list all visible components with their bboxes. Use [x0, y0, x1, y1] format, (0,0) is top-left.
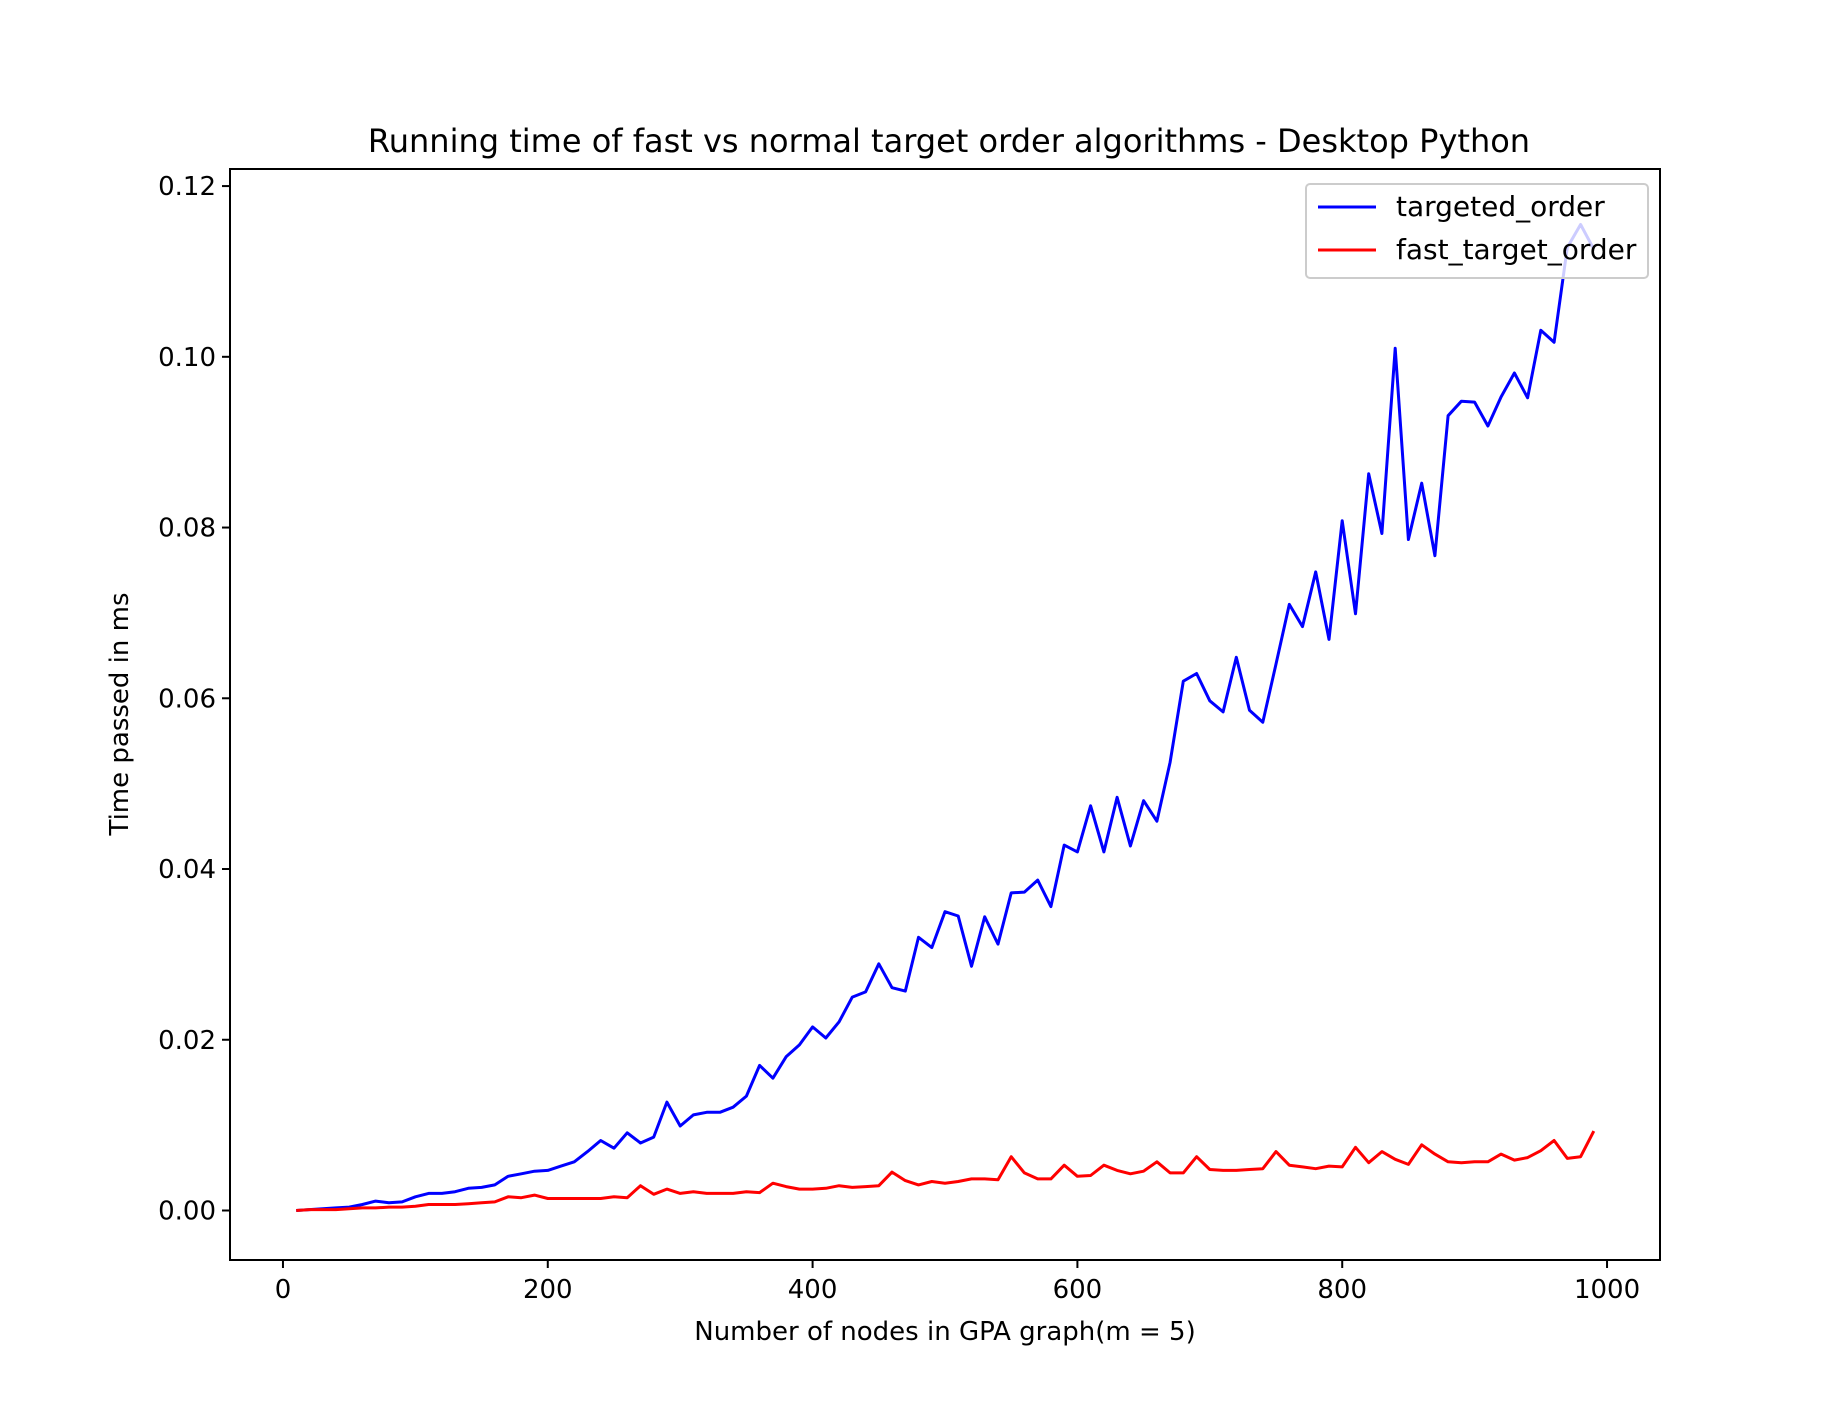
y-tick-label: 0.06 — [158, 684, 216, 714]
y-tick-label: 0.04 — [158, 855, 216, 885]
x-axis-ticks: 0 200 400 600 800 1000 — [275, 1260, 1640, 1305]
x-tick-label: 1000 — [1574, 1275, 1640, 1305]
x-tick-label: 800 — [1317, 1275, 1367, 1305]
series-line-fast-target-order — [296, 1130, 1596, 1212]
x-tick-label: 0 — [275, 1275, 292, 1305]
x-tick-label: 200 — [523, 1275, 573, 1305]
y-tick-label: 0.00 — [158, 1196, 216, 1226]
y-tick-label: 0.08 — [158, 514, 216, 544]
y-axis-label: Time passed in ms — [105, 592, 135, 836]
chart-title: Running time of fast vs normal target or… — [368, 122, 1530, 160]
legend-label-fast-target-order: fast_target_order — [1396, 233, 1637, 266]
y-tick-label: 0.02 — [158, 1026, 216, 1056]
legend: targeted_order fast_target_order — [1305, 183, 1649, 279]
y-tick-label: 0.12 — [158, 172, 216, 202]
y-tick-label: 0.10 — [158, 343, 216, 373]
plot-area-frame — [229, 168, 1661, 1261]
legend-box — [1305, 183, 1649, 279]
series-line-targeted-order — [296, 223, 1596, 1212]
x-tick-label: 600 — [1053, 1275, 1103, 1305]
x-tick-label: 400 — [788, 1275, 838, 1305]
legend-label-targeted-order: targeted_order — [1396, 190, 1605, 223]
y-axis-ticks: 0.00 0.02 0.04 0.06 0.08 0.10 0.12 — [158, 172, 230, 1226]
series-layer — [296, 223, 1596, 1212]
x-axis-label: Number of nodes in GPA graph(m = 5) — [694, 1317, 1196, 1347]
